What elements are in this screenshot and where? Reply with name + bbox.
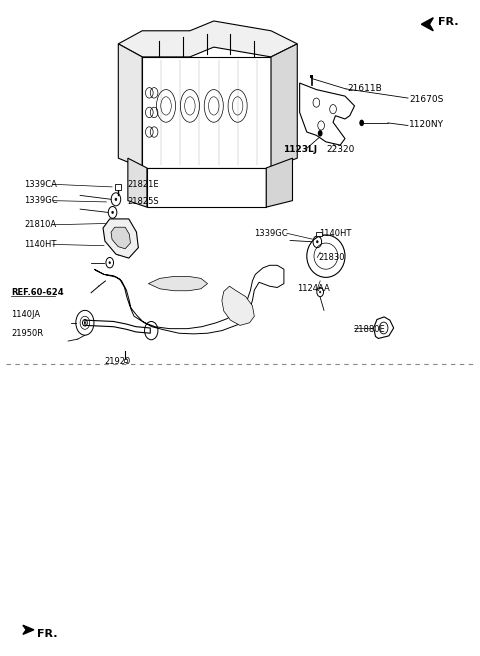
Polygon shape: [103, 219, 138, 258]
Text: 21950R: 21950R: [11, 329, 43, 338]
Polygon shape: [300, 83, 355, 145]
Polygon shape: [23, 625, 34, 634]
Polygon shape: [142, 57, 271, 168]
Ellipse shape: [307, 235, 345, 277]
Text: 21880E: 21880E: [354, 325, 385, 334]
Polygon shape: [271, 44, 297, 168]
Text: 1123LJ: 1123LJ: [283, 145, 317, 154]
Text: 1140HT: 1140HT: [24, 240, 57, 249]
Polygon shape: [95, 265, 284, 334]
Text: 22320: 22320: [326, 145, 354, 154]
Polygon shape: [421, 18, 433, 31]
Polygon shape: [118, 21, 297, 57]
Circle shape: [112, 211, 113, 214]
Text: 1140HT: 1140HT: [319, 229, 351, 237]
Circle shape: [318, 130, 323, 136]
Circle shape: [360, 119, 364, 126]
Bar: [116, 184, 121, 190]
Polygon shape: [373, 317, 394, 338]
Polygon shape: [147, 168, 266, 207]
Bar: [316, 232, 322, 236]
Polygon shape: [266, 158, 292, 207]
Circle shape: [115, 198, 117, 201]
Text: 21825S: 21825S: [128, 197, 159, 207]
Text: REF.60-624: REF.60-624: [11, 287, 63, 297]
Text: 21670S: 21670S: [409, 95, 444, 104]
Polygon shape: [128, 158, 147, 207]
Text: 1339GC: 1339GC: [24, 196, 58, 205]
Text: 1339GC: 1339GC: [254, 229, 288, 237]
Text: 21821E: 21821E: [128, 180, 159, 189]
Polygon shape: [111, 227, 131, 249]
Text: 21611B: 21611B: [348, 85, 382, 93]
Text: 1124AA: 1124AA: [297, 284, 330, 293]
Bar: [123, 359, 127, 362]
Circle shape: [84, 322, 85, 323]
Text: 21810A: 21810A: [24, 220, 57, 230]
Text: 1140JA: 1140JA: [11, 310, 40, 319]
Text: 1339CA: 1339CA: [24, 180, 57, 189]
Polygon shape: [85, 320, 150, 333]
Polygon shape: [148, 276, 207, 291]
Text: FR.: FR.: [37, 628, 58, 639]
Circle shape: [109, 262, 110, 264]
Circle shape: [316, 241, 318, 243]
Text: 1120NY: 1120NY: [409, 119, 444, 129]
Circle shape: [320, 291, 321, 293]
Polygon shape: [118, 44, 142, 168]
Text: 21830: 21830: [319, 253, 345, 262]
Text: 21920: 21920: [104, 358, 130, 367]
Bar: [310, 75, 313, 79]
Polygon shape: [222, 286, 254, 325]
Text: FR.: FR.: [438, 17, 458, 28]
